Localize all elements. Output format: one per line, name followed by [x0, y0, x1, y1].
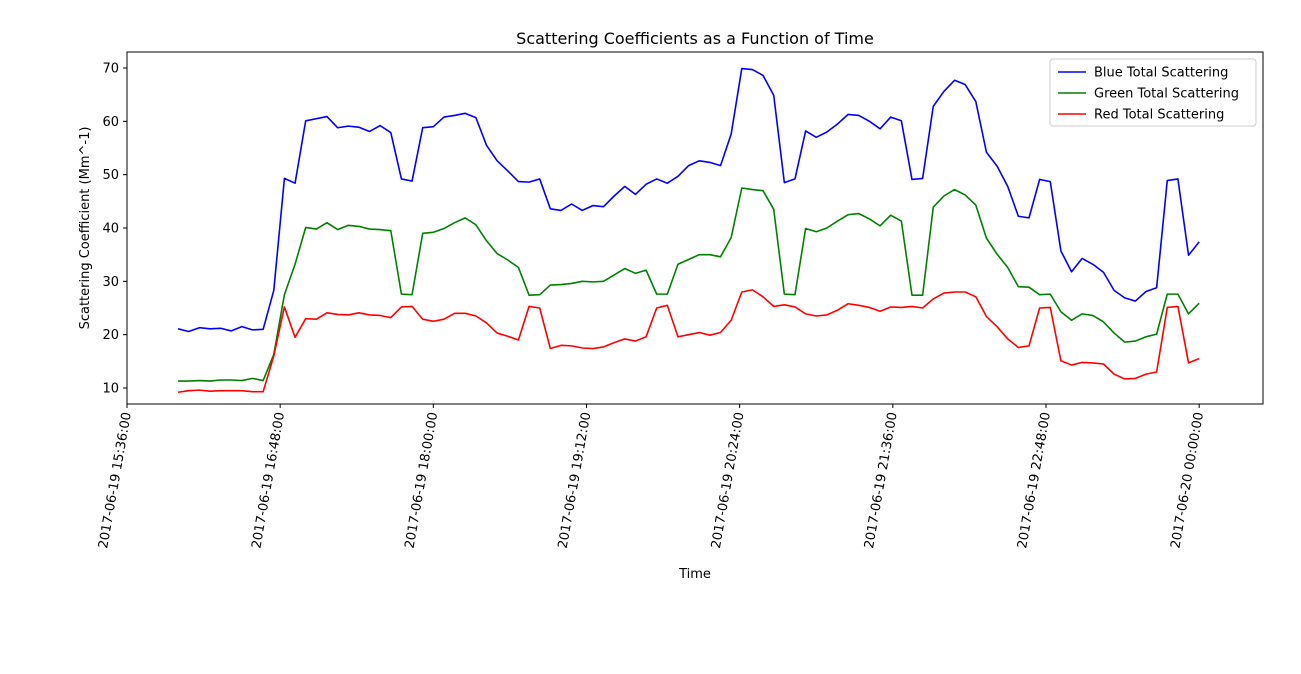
legend: Blue Total Scattering Green Total Scatter…: [1049, 58, 1257, 127]
legend-box: [1049, 58, 1257, 127]
series-line-red: [177, 289, 1200, 394]
legend-entry-label: Red Total Scattering: [1094, 108, 1224, 123]
series-line-blue: [177, 67, 1200, 333]
y-tick-label: 60: [102, 115, 119, 130]
series-layer: [177, 67, 1200, 394]
legend-entry-label: Green Total Scattering: [1094, 87, 1239, 102]
y-axis: 10 20 30 40 50 60 70: [102, 62, 127, 397]
y-tick-label: 20: [102, 328, 119, 343]
y-tick-label: 70: [102, 62, 119, 77]
series-line-green: [178, 187, 1200, 382]
y-tick-label: 10: [102, 382, 119, 397]
legend-entry-label: Blue Total Scattering: [1094, 66, 1228, 81]
x-axis-label: Time: [678, 567, 711, 582]
y-tick-label: 30: [102, 275, 119, 290]
y-axis-label: Scattering Coefficient (Mm^-1): [78, 127, 93, 330]
chart-title: Scattering Coefficients as a Function of…: [516, 29, 874, 48]
y-tick-label: 50: [102, 168, 119, 183]
y-tick-label: 40: [102, 222, 119, 237]
